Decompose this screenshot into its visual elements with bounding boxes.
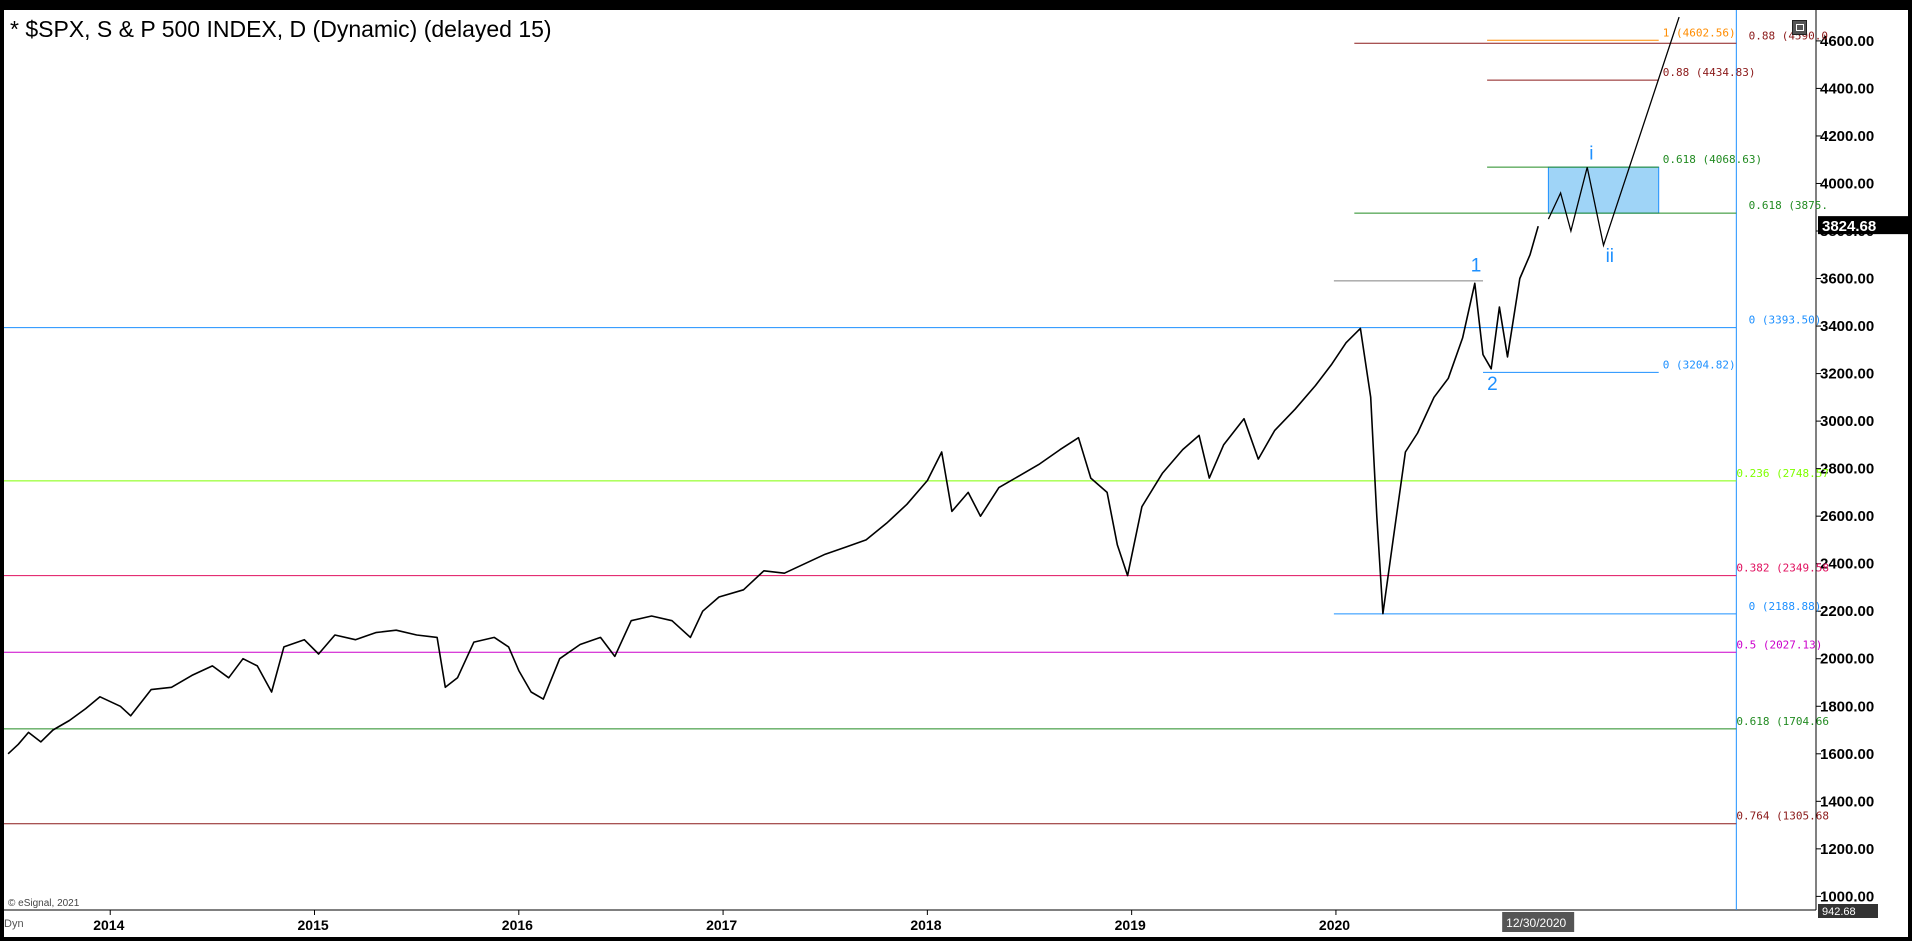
chart-title: * $SPX, S & P 500 INDEX, D (Dynamic) (de… xyxy=(10,16,552,42)
y-tick-label: 2200.00 xyxy=(1820,603,1874,620)
fib-level-label: 1 (4602.56) xyxy=(1663,26,1736,39)
x-tick-label: 2017 xyxy=(706,917,737,933)
last-price-label: 3824.68 xyxy=(1822,218,1876,235)
y-tick-label: 2400.00 xyxy=(1820,556,1874,573)
fib-level-label: 0.618 (1704.66 xyxy=(1736,715,1829,728)
wave-label: ii xyxy=(1606,246,1614,267)
y-tick-label: 3000.00 xyxy=(1820,413,1874,430)
last-price-badge xyxy=(1818,216,1910,235)
current-date-badge xyxy=(1502,912,1575,932)
y-tick-label: 3400.00 xyxy=(1820,318,1874,335)
y-tick-label: 4200.00 xyxy=(1820,128,1874,145)
current-date-label: 12/30/2020 xyxy=(1506,916,1566,930)
fib-level-label: 0.5 (2027.13) xyxy=(1736,638,1822,651)
fib-level-label: 0 (3204.82) xyxy=(1663,358,1736,371)
price-series-line xyxy=(7,225,1539,755)
wave-label: 1 xyxy=(1471,255,1482,276)
y-tick-label: 4400.00 xyxy=(1820,80,1874,97)
y-tick-label: 3200.00 xyxy=(1820,366,1874,383)
fib-level-label: 0.618 (4068.63) xyxy=(1663,153,1762,166)
y-tick-label: 2600.00 xyxy=(1820,508,1874,525)
y-tick-label: 4600.00 xyxy=(1820,33,1874,50)
restore-window-icon[interactable] xyxy=(1792,20,1807,35)
fib-level-label: 0.88 (4590.0 xyxy=(1749,29,1828,42)
wave-label: 2 xyxy=(1487,374,1498,395)
x-tick-label: 2018 xyxy=(910,917,941,933)
y-tick-label: 1800.00 xyxy=(1820,698,1874,715)
y-tick-label: 4000.00 xyxy=(1820,175,1874,192)
fib-level-label: 0 (2188.88) xyxy=(1749,600,1822,613)
x-tick-label: 2015 xyxy=(298,917,329,933)
copyright-text: © eSignal, 2021 xyxy=(8,898,80,909)
y-tick-label: 1600.00 xyxy=(1820,746,1874,763)
bottom-value-label: 942.68 xyxy=(1822,906,1856,918)
x-tick-label: 2014 xyxy=(93,917,124,933)
x-tick-label: 2016 xyxy=(502,917,533,933)
y-tick-label: 1400.00 xyxy=(1820,793,1874,810)
fib-level-label: 0.764 (1305.68 xyxy=(1736,810,1829,823)
target-box xyxy=(1547,166,1660,214)
y-tick-label: 3600.00 xyxy=(1820,271,1874,288)
bottom-value-badge xyxy=(1818,904,1878,918)
x-tick-label: 2020 xyxy=(1319,917,1350,933)
x-tick-label: 2019 xyxy=(1115,917,1146,933)
fib-level-label: 0.618 (3875. xyxy=(1749,199,1828,212)
fib-level-label: 0.236 (2748.57 xyxy=(1736,467,1829,480)
wave-projection-path xyxy=(1547,16,1680,248)
y-tick-label: 1000.00 xyxy=(1820,888,1874,905)
y-tick-label: 2000.00 xyxy=(1820,651,1874,668)
dynamic-mode-label[interactable]: Dyn xyxy=(4,918,24,930)
y-tick-label: 1200.00 xyxy=(1820,841,1874,858)
x-axis-strip xyxy=(4,910,1908,937)
wave-label: i xyxy=(1589,144,1593,165)
fib-level-label: 0 (3393.50) xyxy=(1749,314,1822,327)
chart-panel[interactable] xyxy=(4,10,1908,937)
fib-level-label: 0.382 (2349.58 xyxy=(1736,562,1829,575)
fib-level-label: 0.88 (4434.83) xyxy=(1663,66,1756,79)
y-tick-label: 2800.00 xyxy=(1820,461,1874,478)
